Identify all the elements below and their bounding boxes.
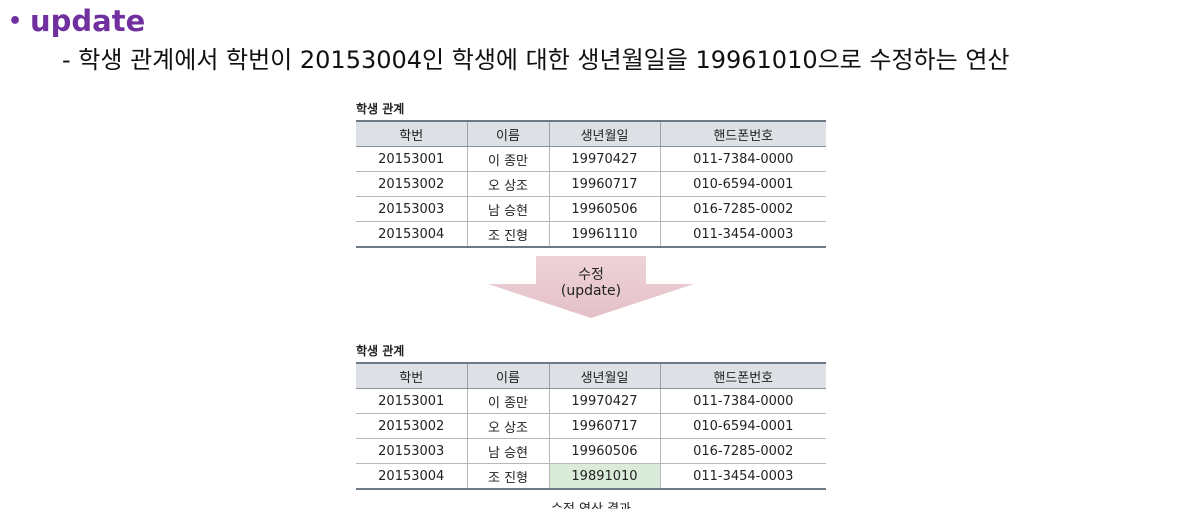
column-header: 생년월일: [548, 120, 661, 147]
arrow-label-korean: 수정: [578, 267, 604, 283]
table-cell: 011-3454-0003: [659, 463, 826, 490]
before-table-caption: 학생 관계: [356, 102, 405, 116]
updated-cell: 19891010: [548, 463, 661, 490]
column-header: 핸드폰번호: [659, 362, 826, 389]
bullet-heading: • update: [8, 2, 145, 40]
column-header: 학번: [356, 362, 468, 389]
table-row: 20153004 조 진형 19961110 011-3454-0003: [356, 221, 826, 248]
table-cell: 19970427: [548, 146, 661, 172]
column-header: 핸드폰번호: [659, 120, 826, 147]
table-cell: 19960717: [548, 171, 661, 197]
description-text: - 학생 관계에서 학번이 20153004인 학생에 대한 생년월일을 199…: [62, 46, 1010, 74]
table-cell: 20153002: [356, 413, 468, 439]
arrow-label-english: (update): [560, 283, 622, 299]
table-cell: 016-7285-0002: [659, 438, 826, 464]
before-table: 학번 이름 생년월일 핸드폰번호 20153001 이 종만 19970427 …: [356, 120, 826, 248]
down-arrow-icon: [488, 256, 694, 318]
table-cell: 20153001: [356, 388, 468, 414]
table-cell: 19960506: [548, 196, 661, 222]
after-table-header-row: 학번 이름 생년월일 핸드폰번호: [356, 362, 826, 389]
table-cell: 011-7384-0000: [659, 388, 826, 414]
table-cell: 010-6594-0001: [659, 171, 826, 197]
after-table: 학번 이름 생년월일 핸드폰번호 20153001 이 종만 19970427 …: [356, 362, 826, 490]
table-cell: 조 진형: [466, 463, 550, 490]
table-cell: 오 상조: [466, 413, 550, 439]
table-cell: 011-3454-0003: [659, 221, 826, 248]
table-cell: 오 상조: [466, 171, 550, 197]
table-cell: 19960506: [548, 438, 661, 464]
bullet-dot: •: [8, 8, 23, 34]
table-cell: 20153001: [356, 146, 468, 172]
column-header: 이름: [466, 120, 550, 147]
table-cell: 남 승현: [466, 196, 550, 222]
update-figure: 학생 관계 학번 이름 생년월일 핸드폰번호 20153001 이 종만 199…: [356, 98, 826, 509]
table-cell: 010-6594-0001: [659, 413, 826, 439]
table-row: 20153003 남 승현 19960506 016-7285-0002: [356, 196, 826, 222]
table-cell: 19961110: [548, 221, 661, 248]
result-caption: 수정 연산 결과: [356, 498, 826, 509]
table-row: 20153003 남 승현 19960506 016-7285-0002: [356, 438, 826, 464]
slide-title: update: [30, 4, 146, 38]
table-cell: 이 종만: [466, 146, 550, 172]
table-row: 20153002 오 상조 19960717 010-6594-0001: [356, 413, 826, 439]
table-cell: 20153004: [356, 463, 468, 490]
table-cell: 20153003: [356, 196, 468, 222]
update-arrow: 수정 (update): [356, 256, 826, 336]
before-table-header-row: 학번 이름 생년월일 핸드폰번호: [356, 120, 826, 147]
column-header: 학번: [356, 120, 468, 147]
table-cell: 이 종만: [466, 388, 550, 414]
table-row: 20153002 오 상조 19960717 010-6594-0001: [356, 171, 826, 197]
table-cell: 19960717: [548, 413, 661, 439]
table-row: 20153001 이 종만 19970427 011-7384-0000: [356, 146, 826, 172]
table-cell: 016-7285-0002: [659, 196, 826, 222]
table-row: 20153004 조 진형 19891010 011-3454-0003: [356, 463, 826, 490]
table-cell: 남 승현: [466, 438, 550, 464]
column-header: 이름: [466, 362, 550, 389]
after-table-caption: 학생 관계: [356, 344, 405, 358]
table-cell: 20153003: [356, 438, 468, 464]
table-cell: 011-7384-0000: [659, 146, 826, 172]
table-cell: 19970427: [548, 388, 661, 414]
table-cell: 20153002: [356, 171, 468, 197]
table-cell: 20153004: [356, 221, 468, 248]
column-header: 생년월일: [548, 362, 661, 389]
table-cell: 조 진형: [466, 221, 550, 248]
table-row: 20153001 이 종만 19970427 011-7384-0000: [356, 388, 826, 414]
